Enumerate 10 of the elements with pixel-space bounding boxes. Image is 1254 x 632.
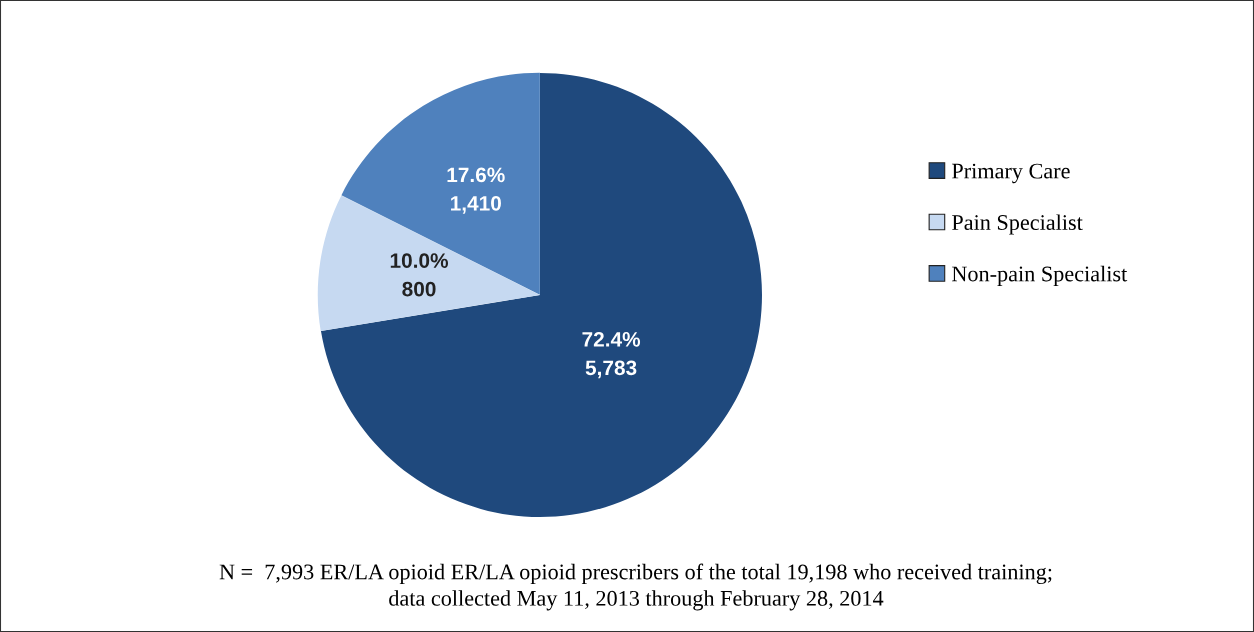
pie-slice [320, 73, 762, 517]
data-label: 72.4% 5,783 [582, 331, 641, 379]
legend-label: Pain Specialist [952, 214, 1083, 235]
text: N = 7,993 ER/LA opioid ER/LA opioid prescribers of the total 19,198 who received training; data collected May 11, 2013 through February 28, 2014 [219, 563, 1052, 611]
data-label: 17.6% 1,410 [447, 167, 505, 214]
legend-label: Non-pain Specialist [952, 265, 1128, 286]
pie-slice [317, 195, 540, 332]
legend-label: Primary Care [952, 163, 1070, 184]
data-label: 10.0% 800 [390, 253, 449, 297]
pie-slice [341, 72, 540, 295]
